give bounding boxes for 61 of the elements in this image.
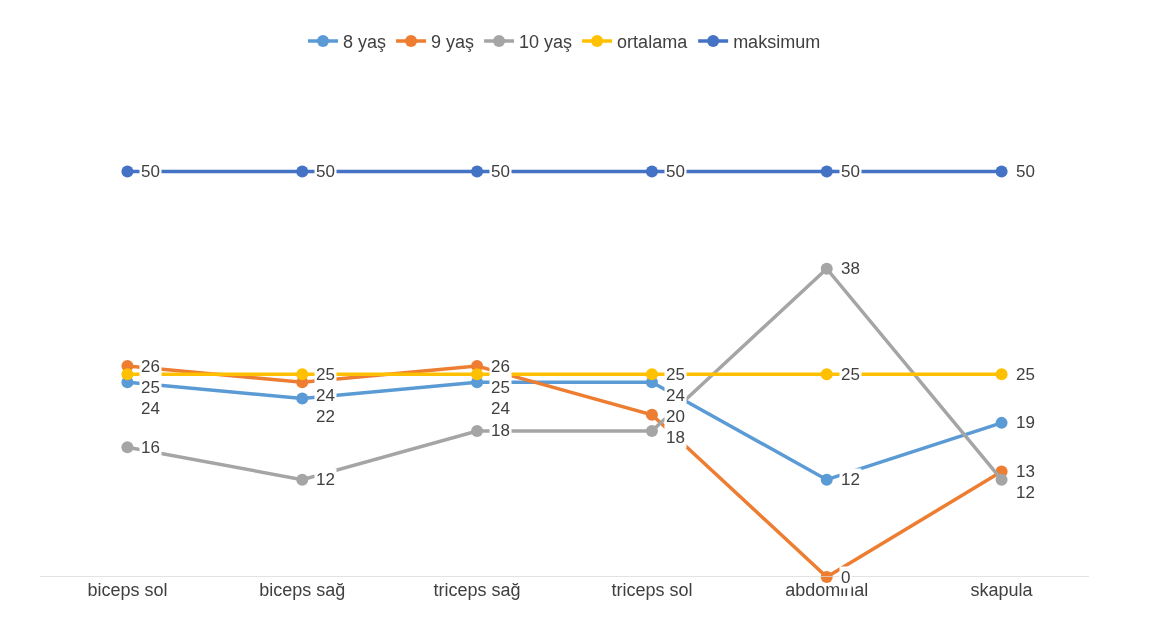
data-label: 25 xyxy=(666,365,685,384)
legend-label: maksimum xyxy=(733,32,821,53)
x-tick-label: skapula xyxy=(970,580,1034,600)
x-tick-label: biceps sol xyxy=(87,580,168,600)
data-label: 25 xyxy=(316,365,335,384)
data-label: 25 xyxy=(141,378,160,397)
point xyxy=(121,368,134,381)
data-label: 50 xyxy=(1016,162,1035,181)
data-label: 50 xyxy=(141,162,160,181)
data-label: 50 xyxy=(316,162,335,181)
data-label: 24 xyxy=(491,399,510,418)
data-label: 24 xyxy=(141,399,160,418)
legend-label: 9 yaş xyxy=(431,32,475,53)
data-label: 13 xyxy=(1016,462,1035,481)
data-label: 18 xyxy=(666,428,685,447)
point xyxy=(645,408,658,421)
point xyxy=(296,473,309,486)
data-label: 50 xyxy=(491,162,510,181)
point xyxy=(121,441,134,454)
point xyxy=(296,392,309,405)
data-label: 19 xyxy=(1016,413,1035,432)
data-label: 38 xyxy=(841,259,860,278)
data-label: 26 xyxy=(141,357,160,376)
data-label: 25 xyxy=(491,378,510,397)
point xyxy=(296,165,309,178)
point xyxy=(645,368,658,381)
data-label: 26 xyxy=(491,357,510,376)
data-label: 12 xyxy=(1016,483,1035,502)
point xyxy=(820,368,833,381)
point xyxy=(995,416,1008,429)
legend-label: 10 yaş xyxy=(519,32,573,53)
point xyxy=(995,473,1008,486)
legend-label: 8 yaş xyxy=(343,32,387,53)
data-label: 50 xyxy=(666,162,685,181)
point xyxy=(471,368,484,381)
data-label: 25 xyxy=(1016,365,1035,384)
data-label: 24 xyxy=(666,386,685,405)
point xyxy=(820,165,833,178)
point xyxy=(820,262,833,275)
data-label: 12 xyxy=(841,470,860,489)
x-tick-label: triceps sol xyxy=(611,580,693,600)
point xyxy=(645,165,658,178)
point xyxy=(645,424,658,437)
x-tick-label: biceps sağ xyxy=(259,580,346,600)
data-label: 12 xyxy=(316,470,335,489)
point xyxy=(820,473,833,486)
point xyxy=(995,368,1008,381)
point xyxy=(995,165,1008,178)
data-label: 50 xyxy=(841,162,860,181)
data-label: 20 xyxy=(666,407,685,426)
legend-label: ortalama xyxy=(617,32,689,53)
data-label: 24 xyxy=(316,386,335,405)
point xyxy=(471,165,484,178)
x-tick-label: triceps sağ xyxy=(433,580,521,600)
data-label: 16 xyxy=(141,438,160,457)
point xyxy=(121,165,134,178)
data-label: 18 xyxy=(491,421,510,440)
point xyxy=(471,424,484,437)
data-label: 25 xyxy=(841,365,860,384)
point xyxy=(296,368,309,381)
data-label: 22 xyxy=(316,407,335,426)
